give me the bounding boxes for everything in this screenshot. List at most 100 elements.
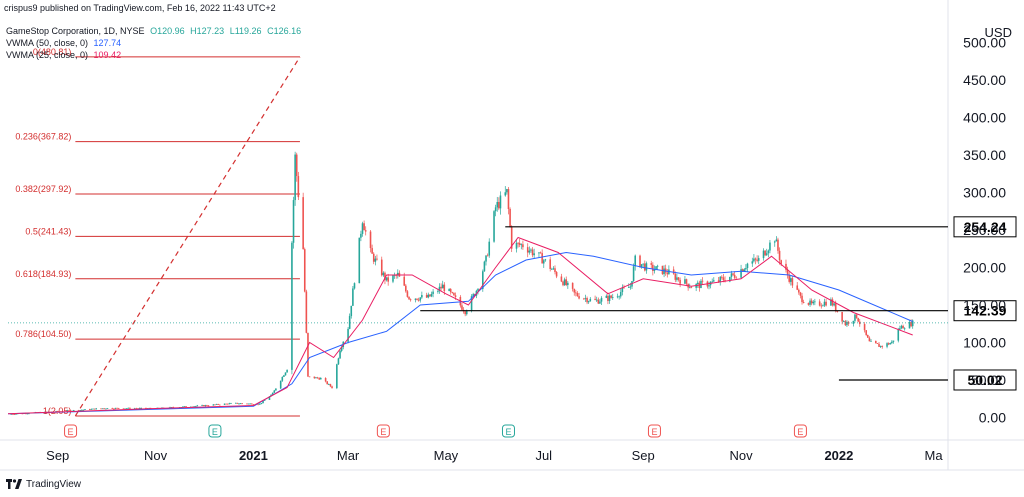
candle-body — [417, 299, 420, 301]
candle-body — [145, 407, 147, 409]
candle-body — [541, 253, 543, 264]
candle-body — [461, 305, 463, 310]
candle-body — [666, 272, 669, 275]
x-tick-label: May — [434, 448, 459, 463]
candle-body — [328, 384, 330, 385]
candle-body — [384, 272, 386, 281]
candle-body — [271, 392, 274, 395]
candle-body — [777, 239, 779, 251]
candle-body — [507, 189, 510, 210]
candle-body — [526, 247, 529, 253]
candle-body — [329, 384, 332, 387]
candle-body — [183, 406, 186, 408]
candle-body — [443, 284, 446, 292]
fib-level-label: 0.786(104.50) — [15, 329, 71, 339]
candle-body — [655, 266, 657, 270]
earnings-marker — [376, 424, 390, 438]
vwma50-legend[interactable]: VWMA (50, close, 0) 127.74 — [6, 38, 124, 49]
candle-body — [350, 305, 353, 317]
candle-body — [639, 255, 641, 268]
candle-body — [764, 250, 766, 256]
symbol-legend[interactable]: GameStop Corporation, 1D, NYSE O120.96 H… — [6, 26, 304, 37]
earnings-marker — [793, 424, 807, 438]
level-tag — [953, 369, 1017, 391]
candle-body — [518, 243, 521, 245]
candle-body — [429, 294, 431, 297]
candle-body — [595, 299, 598, 301]
earnings-label: E — [797, 427, 803, 437]
candle-body — [369, 231, 372, 249]
candle-body — [733, 274, 736, 278]
candle-body — [910, 322, 912, 327]
candle-body — [105, 408, 107, 410]
candle-body — [318, 378, 320, 380]
candle-body — [387, 277, 389, 282]
fib-level-label: 0.236(367.82) — [15, 132, 71, 142]
candle-body — [887, 343, 890, 345]
fib-level-label: 1(2.05) — [43, 406, 72, 416]
candle-body — [275, 388, 277, 391]
publisher-info: crispus9 published on TradingView.com, F… — [4, 3, 276, 13]
candle-body — [899, 328, 901, 330]
candle-body — [522, 244, 524, 248]
candle-body — [206, 405, 208, 406]
candle-body — [798, 289, 800, 293]
candle-body — [810, 300, 813, 304]
candle-body — [421, 295, 423, 298]
candle-body — [753, 258, 755, 262]
candle-body — [238, 403, 240, 405]
brand-footer[interactable]: TradingView — [6, 479, 81, 490]
candle-body — [799, 292, 802, 296]
candle-body — [380, 259, 383, 276]
candle-body — [268, 396, 271, 400]
candle-body — [234, 402, 237, 404]
candle-body — [515, 242, 518, 249]
candle-body — [297, 176, 300, 198]
candle-body — [26, 413, 29, 415]
candle-body — [822, 305, 824, 307]
y-tick-label: 350.00 — [963, 147, 1006, 163]
candle-body — [607, 295, 609, 302]
y-tick-label: 100.00 — [963, 335, 1006, 351]
candle-body — [348, 316, 351, 329]
candle-body — [531, 249, 534, 256]
candle-body — [247, 403, 250, 405]
candle-body — [331, 386, 333, 389]
candle-body — [809, 300, 811, 305]
candle-body — [831, 299, 834, 306]
candle-body — [93, 408, 96, 410]
candle-body — [533, 253, 535, 256]
candle-body — [863, 324, 866, 331]
candle-body — [451, 292, 454, 293]
candle-body — [818, 301, 821, 306]
price-axis: USD 0.00 50.00 100.00 150.00 200.00 250.00 300.… — [963, 25, 1012, 426]
candle-body — [409, 299, 412, 301]
candle-body — [661, 265, 664, 275]
candle-body — [116, 407, 118, 409]
candle-body — [485, 255, 487, 262]
candle-body — [448, 289, 450, 292]
brand-name: TradingView — [26, 479, 82, 490]
candle-body — [528, 250, 531, 253]
candle-body — [900, 325, 903, 329]
candle-body — [364, 230, 367, 232]
candle-body — [520, 244, 523, 246]
candle-body — [319, 378, 322, 380]
candle-body — [470, 296, 473, 311]
candle-body — [627, 287, 630, 288]
candle-body — [611, 297, 614, 298]
symbol-name: GameStop Corporation, 1D, NYSE — [6, 26, 145, 36]
candle-body — [374, 258, 377, 262]
candle-body — [117, 407, 120, 409]
candle-body — [140, 407, 142, 409]
candle-body — [587, 301, 590, 303]
candle-body — [711, 281, 713, 283]
candle-body — [326, 381, 329, 385]
candle-body — [339, 350, 341, 359]
candle-body — [584, 298, 587, 299]
vwma25-legend[interactable]: VWMA (25, close, 0) 109.42 — [6, 50, 124, 61]
candle-body — [358, 237, 361, 284]
candle-body — [273, 390, 276, 393]
candle-body — [754, 258, 757, 260]
